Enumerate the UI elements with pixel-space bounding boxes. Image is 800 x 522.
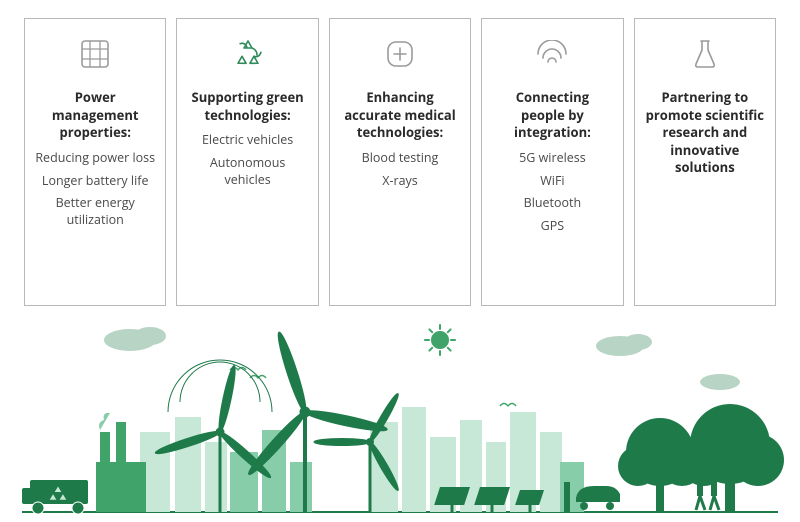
card-item: 5G wireless (519, 150, 586, 167)
card-item: WiFi (519, 173, 586, 190)
card-title: Power management properties: (35, 89, 155, 142)
card-title: Supporting green technologies: (187, 89, 307, 124)
waves-icon (531, 33, 573, 75)
card-item: X-rays (362, 173, 439, 190)
card-title: Partnering to promote scientific researc… (645, 89, 765, 177)
card-research: Partnering to promote scientific researc… (634, 18, 776, 306)
card-item: Reducing power loss (35, 150, 155, 167)
card-green-tech: Supporting green technologies: Electric … (176, 18, 318, 306)
card-medical: Enhancing accurate medical technologies:… (329, 18, 471, 306)
card-item: Longer battery life (35, 173, 155, 190)
card-title: Enhancing accurate medical technologies: (340, 89, 460, 142)
card-item: Autonomous vehicles (187, 155, 307, 189)
card-title: Connecting people by integration: (492, 89, 612, 142)
card-items: Blood testing X-rays (362, 150, 439, 190)
green-city-scene (0, 312, 800, 522)
flask-icon (684, 33, 726, 75)
card-item: Electric vehicles (187, 132, 307, 149)
card-item: Blood testing (362, 150, 439, 167)
card-items: 5G wireless WiFi Bluetooth GPS (519, 150, 586, 236)
card-power-management: Power management properties: Reducing po… (24, 18, 166, 306)
card-item: Bluetooth (519, 195, 586, 212)
card-connectivity: Connecting people by integration: 5G wir… (481, 18, 623, 306)
recycle-icon (227, 33, 269, 75)
card-items: Electric vehicles Autonomous vehicles (187, 132, 307, 189)
card-items: Reducing power loss Longer battery life … (35, 150, 155, 230)
plus-rounded-icon (379, 33, 421, 75)
grid-icon (74, 33, 116, 75)
card-item: GPS (519, 218, 586, 235)
card-item: Better energy utilization (35, 195, 155, 229)
cards-row: Power management properties: Reducing po… (0, 0, 800, 306)
